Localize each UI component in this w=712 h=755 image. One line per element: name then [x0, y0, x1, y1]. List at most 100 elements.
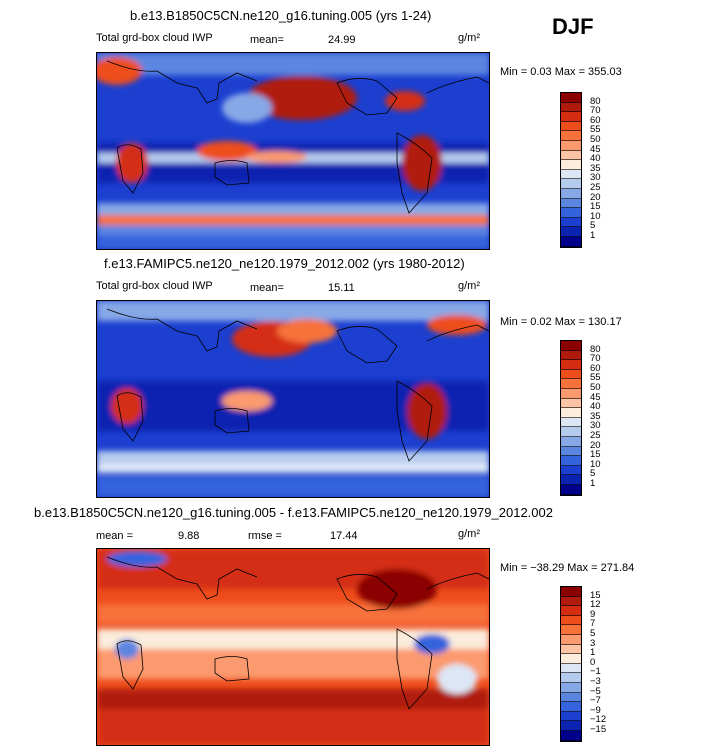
panel3-rmse-label: rmse = [248, 530, 282, 542]
colorbar-swatch [561, 188, 581, 199]
colorbar-label: 80 [590, 95, 601, 107]
colorbar-swatch [561, 663, 581, 674]
panel3-colorbar-box [560, 586, 582, 742]
colorbar-swatch [561, 179, 581, 189]
colorbar-label: 55 [590, 372, 601, 384]
colorbar-swatch [561, 465, 581, 476]
colorbar-label: −9 [590, 704, 601, 716]
panel3-rmse-value: 17.44 [330, 530, 358, 542]
panel2-mean-label: mean= [250, 282, 284, 294]
colorbar-label: 50 [590, 382, 601, 393]
colorbar-label: 70 [590, 353, 601, 365]
panel2-minmax: Min = 0.02 Max = 130.17 [500, 316, 622, 328]
panel1-variable: Total grd-box cloud IWP [96, 32, 213, 44]
colorbar-swatch [561, 456, 581, 466]
colorbar-label: 60 [590, 114, 601, 126]
colorbar-label: 0 [590, 656, 596, 668]
colorbar-swatch [561, 398, 581, 409]
colorbar-swatch [561, 236, 581, 247]
colorbar-label: 40 [590, 153, 601, 165]
colorbar-swatch [561, 388, 581, 399]
colorbar-label: 1 [590, 478, 596, 489]
panel3-mean-label: mean = [96, 530, 133, 542]
colorbar-label: 35 [590, 162, 601, 174]
panel2-units: g/m² [458, 280, 480, 292]
panel3-field [97, 549, 489, 745]
panel3-title: b.e13.B1850C5CN.ne120_g16.tuning.005 - f… [34, 505, 553, 520]
colorbar-swatch [561, 682, 581, 693]
colorbar-swatch [561, 150, 581, 161]
panel3-units: g/m² [458, 528, 480, 540]
colorbar-swatch [561, 112, 581, 122]
colorbar-label: 10 [590, 458, 601, 470]
colorbar-swatch [561, 625, 581, 635]
colorbar-swatch [561, 634, 581, 645]
colorbar-swatch [561, 436, 581, 447]
colorbar-label: −15 [590, 724, 607, 735]
colorbar-swatch [561, 121, 581, 132]
colorbar-label: 30 [590, 172, 601, 184]
panel2-colorbar-box [560, 340, 582, 496]
colorbar-swatch [561, 379, 581, 389]
colorbar-label: 9 [590, 608, 596, 620]
colorbar-label: 20 [590, 191, 601, 203]
panel2-variable: Total grd-box cloud IWP [96, 280, 213, 292]
panel3-minmax: Min = −38.29 Max = 271.84 [500, 562, 635, 574]
colorbar-label: 15 [590, 201, 601, 213]
colorbar-swatch [561, 730, 581, 741]
colorbar-swatch [561, 484, 581, 495]
colorbar-label: 5 [590, 220, 596, 232]
colorbar-swatch [561, 369, 581, 380]
colorbar-label: 55 [590, 124, 601, 136]
colorbar-swatch [561, 408, 581, 418]
colorbar-label: 45 [590, 143, 601, 155]
colorbar-label: 3 [590, 637, 596, 649]
colorbar-swatch [561, 360, 581, 370]
panel2-mean-value: 15.11 [328, 282, 355, 294]
colorbar-label: 15 [590, 449, 601, 461]
colorbar-label: 70 [590, 105, 601, 117]
colorbar-label: 1 [590, 647, 596, 659]
colorbar-swatch [561, 587, 581, 597]
colorbar-swatch [561, 427, 581, 437]
colorbar-label: 5 [590, 628, 596, 639]
colorbar-label: 45 [590, 391, 601, 403]
panel1-title: b.e13.B1850C5CN.ne120_g16.tuning.005 (yr… [130, 8, 432, 23]
colorbar-swatch [561, 217, 581, 228]
panel1-mean-value: 24.99 [328, 34, 356, 46]
panel3-mean-value: 9.88 [178, 530, 200, 542]
colorbar-swatch [561, 198, 581, 209]
colorbar-swatch [561, 615, 581, 626]
colorbar-swatch [561, 140, 581, 151]
colorbar-swatch [561, 160, 581, 170]
colorbar-label: 15 [590, 589, 601, 601]
colorbar-swatch [561, 673, 581, 683]
panel2-title: f.e13.FAMIPC5.ne120_ne120.1979_2012.002 … [104, 256, 465, 271]
panel1-minmax: Min = 0.03 Max = 355.03 [500, 66, 622, 78]
colorbar-label: 5 [590, 468, 596, 480]
colorbar-swatch [561, 596, 581, 607]
season-label: DJF [552, 14, 594, 39]
colorbar-swatch [561, 417, 581, 428]
colorbar-swatch [561, 644, 581, 655]
colorbar-swatch [561, 341, 581, 351]
colorbar-label: 12 [590, 599, 601, 611]
colorbar-swatch [561, 446, 581, 457]
colorbar-label: 80 [590, 343, 601, 355]
colorbar-label: 7 [590, 618, 596, 630]
colorbar-label: 30 [590, 420, 601, 432]
panel2-map [96, 300, 490, 498]
panel1-field [97, 53, 489, 249]
colorbar-swatch [561, 692, 581, 703]
colorbar-label: 25 [590, 182, 601, 193]
colorbar-label: 40 [590, 401, 601, 413]
colorbar-swatch [561, 711, 581, 722]
panel1-mean-label: mean= [250, 34, 284, 46]
panel2-field [97, 301, 489, 497]
colorbar-swatch [561, 93, 581, 103]
colorbar-label: 60 [590, 362, 601, 374]
colorbar-swatch [561, 102, 581, 113]
colorbar-swatch [561, 475, 581, 485]
colorbar-swatch [561, 721, 581, 731]
colorbar-swatch [561, 654, 581, 664]
